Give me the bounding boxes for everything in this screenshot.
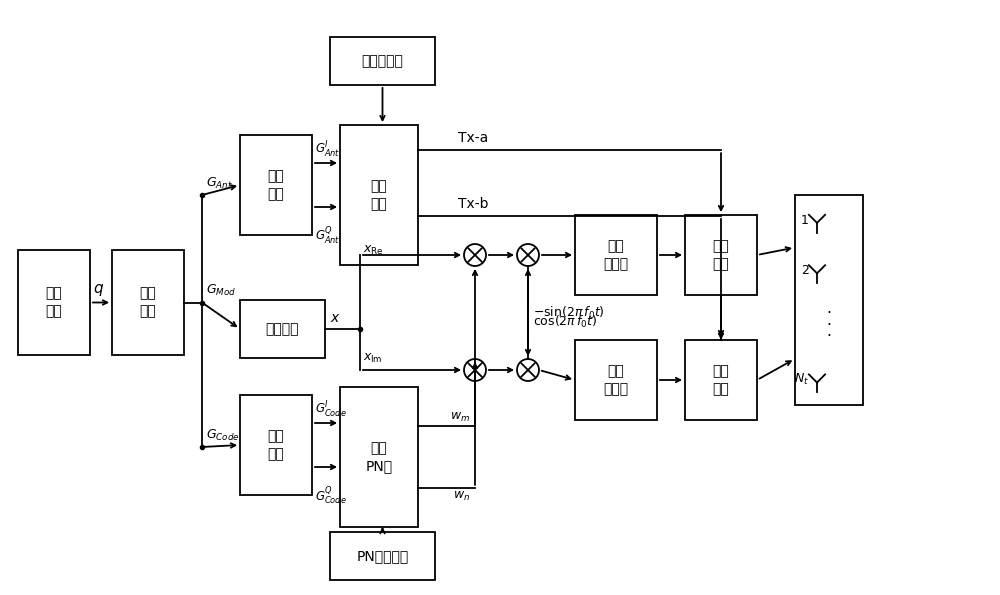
Text: $w_n$: $w_n$: [453, 490, 470, 503]
Text: 天线
切换: 天线 切换: [713, 364, 729, 396]
Text: $G^{Q}_{Ant}$: $G^{Q}_{Ant}$: [315, 225, 340, 246]
Bar: [240, 395, 312, 495]
Text: 2: 2: [801, 264, 809, 277]
Text: 选择
PN码: 选择 PN码: [365, 441, 393, 473]
Text: $q$: $q$: [93, 281, 104, 298]
Text: 基带调制: 基带调制: [266, 322, 299, 336]
Text: PN码索引表: PN码索引表: [356, 549, 409, 563]
Text: $G_{Mod}$: $G_{Mod}$: [206, 283, 236, 299]
Bar: [330, 37, 435, 85]
Text: 信息
比特: 信息 比特: [46, 286, 62, 319]
Text: 串并
转换: 串并 转换: [268, 169, 284, 201]
Bar: [18, 250, 90, 355]
Bar: [240, 300, 325, 358]
Text: 天线
切换: 天线 切换: [713, 239, 729, 271]
Bar: [575, 340, 657, 420]
Text: $G_{Code}$: $G_{Code}$: [206, 428, 240, 443]
Text: $x$: $x$: [330, 311, 341, 325]
Text: $w_m$: $w_m$: [450, 411, 470, 424]
Text: $G^{Q}_{Code}$: $G^{Q}_{Code}$: [315, 485, 347, 506]
Text: $-\sin(2\pi\,f_0 t)$: $-\sin(2\pi\,f_0 t)$: [533, 305, 605, 321]
Text: 串并
转换: 串并 转换: [140, 286, 156, 319]
Text: Tx-a: Tx-a: [458, 131, 488, 145]
Text: $N_t$: $N_t$: [794, 372, 809, 387]
Text: Tx-b: Tx-b: [458, 197, 488, 211]
Bar: [575, 215, 657, 295]
Bar: [240, 135, 312, 235]
Text: 功率
放大器: 功率 放大器: [603, 239, 629, 271]
Bar: [685, 340, 757, 420]
Text: 天线索引表: 天线索引表: [362, 54, 403, 68]
Text: 选择
天线: 选择 天线: [371, 179, 387, 211]
Bar: [795, 195, 863, 405]
Text: $x_{\rm Re}$: $x_{\rm Re}$: [363, 244, 384, 257]
Text: 功率
放大器: 功率 放大器: [603, 364, 629, 396]
Bar: [340, 125, 418, 265]
Text: 1: 1: [801, 214, 809, 227]
Bar: [685, 215, 757, 295]
Text: $G^{I}_{Ant}$: $G^{I}_{Ant}$: [315, 140, 340, 160]
Text: $G^{I}_{Code}$: $G^{I}_{Code}$: [315, 400, 347, 420]
Text: ·
·
·: · · ·: [827, 306, 831, 344]
Bar: [340, 387, 418, 527]
Bar: [330, 532, 435, 580]
Bar: [112, 250, 184, 355]
Text: 串并
转换: 串并 转换: [268, 429, 284, 461]
Text: $\cos(2\pi\,f_0 t)$: $\cos(2\pi\,f_0 t)$: [533, 314, 597, 330]
Text: $x_{\rm Im}$: $x_{\rm Im}$: [363, 352, 383, 365]
Text: $G_{Ant}$: $G_{Ant}$: [206, 176, 233, 191]
